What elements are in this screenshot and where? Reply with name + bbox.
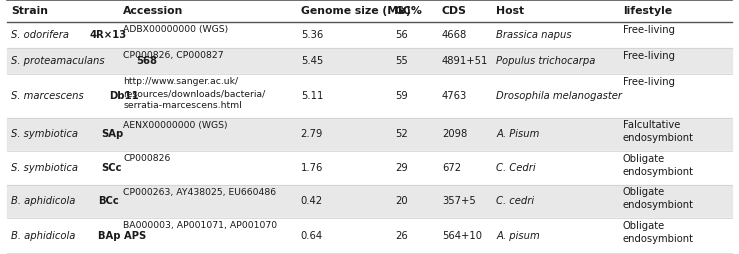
Text: CP000826, CP000827: CP000826, CP000827 <box>123 51 224 60</box>
Text: BA000003, AP001071, AP001070: BA000003, AP001071, AP001070 <box>123 221 277 230</box>
Bar <box>7 74 732 118</box>
Text: 357+5: 357+5 <box>442 196 476 206</box>
Text: Obligate
endosymbiont: Obligate endosymbiont <box>623 187 694 210</box>
Text: 52: 52 <box>395 130 408 139</box>
Text: http://www.sanger.ac.uk/
resources/downloads/bacteria/
serratia-marcescens.html: http://www.sanger.ac.uk/ resources/downl… <box>123 77 265 110</box>
Text: Free-living: Free-living <box>623 77 675 87</box>
Text: Falcultative
endosymbiont: Falcultative endosymbiont <box>623 120 694 144</box>
Text: 5.11: 5.11 <box>301 91 323 101</box>
Text: GC%: GC% <box>395 6 423 16</box>
Text: 4763: 4763 <box>442 91 467 101</box>
Text: Brassica napus: Brassica napus <box>497 30 572 40</box>
Bar <box>7 48 732 74</box>
Text: BAp APS: BAp APS <box>98 231 146 241</box>
Text: 2.79: 2.79 <box>301 130 323 139</box>
Text: Accession: Accession <box>123 6 183 16</box>
Text: A. Pisum: A. Pisum <box>497 130 539 139</box>
Text: B. aphidicola: B. aphidicola <box>11 231 78 241</box>
Bar <box>7 185 732 218</box>
Text: Genome size (Mb): Genome size (Mb) <box>301 6 410 16</box>
Text: 564+10: 564+10 <box>442 231 482 241</box>
Text: 1.76: 1.76 <box>301 163 323 173</box>
Bar <box>7 151 732 185</box>
Text: Free-living: Free-living <box>623 25 675 35</box>
Text: Drosophila melanogaster: Drosophila melanogaster <box>497 91 622 101</box>
Text: S. symbiotica: S. symbiotica <box>11 130 81 139</box>
Text: SCc: SCc <box>101 163 122 173</box>
Text: 59: 59 <box>395 91 408 101</box>
Text: Free-living: Free-living <box>623 51 675 61</box>
Text: B. aphidicola: B. aphidicola <box>11 196 78 206</box>
Text: 5.36: 5.36 <box>301 30 323 40</box>
Text: lifestyle: lifestyle <box>623 6 672 16</box>
Text: CP000826: CP000826 <box>123 154 171 163</box>
Text: Host: Host <box>497 6 525 16</box>
Text: S. proteamaculans: S. proteamaculans <box>11 56 108 66</box>
Text: Db11: Db11 <box>109 91 139 101</box>
Text: S. marcescens: S. marcescens <box>11 91 87 101</box>
Text: ADBX00000000 (WGS): ADBX00000000 (WGS) <box>123 25 228 34</box>
Text: 29: 29 <box>395 163 408 173</box>
Text: 4668: 4668 <box>442 30 467 40</box>
Text: S. symbiotica: S. symbiotica <box>11 163 81 173</box>
Text: 0.64: 0.64 <box>301 231 323 241</box>
Text: 4R×13: 4R×13 <box>90 30 127 40</box>
Text: Populus trichocarpa: Populus trichocarpa <box>497 56 596 66</box>
Bar <box>7 0 732 22</box>
Text: CDS: CDS <box>442 6 467 16</box>
Text: AENX00000000 (WGS): AENX00000000 (WGS) <box>123 121 228 130</box>
Text: Strain: Strain <box>11 6 48 16</box>
Text: 0.42: 0.42 <box>301 196 323 206</box>
Bar <box>7 118 732 151</box>
Text: 20: 20 <box>395 196 407 206</box>
Text: 2098: 2098 <box>442 130 467 139</box>
Text: 26: 26 <box>395 231 408 241</box>
Text: S. odorifera: S. odorifera <box>11 30 72 40</box>
Text: C. Cedri: C. Cedri <box>497 163 536 173</box>
Text: 5.45: 5.45 <box>301 56 323 66</box>
Text: 568: 568 <box>136 56 157 66</box>
Text: A. pisum: A. pisum <box>497 231 540 241</box>
Text: BCc: BCc <box>98 196 119 206</box>
Text: 4891+51: 4891+51 <box>442 56 488 66</box>
Text: 55: 55 <box>395 56 408 66</box>
Bar <box>7 22 732 48</box>
Text: C. cedri: C. cedri <box>497 196 534 206</box>
Bar <box>7 218 732 254</box>
Text: 56: 56 <box>395 30 408 40</box>
Text: Obligate
endosymbiont: Obligate endosymbiont <box>623 154 694 177</box>
Text: SAp: SAp <box>101 130 123 139</box>
Text: 672: 672 <box>442 163 461 173</box>
Text: CP000263, AY438025, EU660486: CP000263, AY438025, EU660486 <box>123 188 276 197</box>
Text: Obligate
endosymbiont: Obligate endosymbiont <box>623 221 694 244</box>
